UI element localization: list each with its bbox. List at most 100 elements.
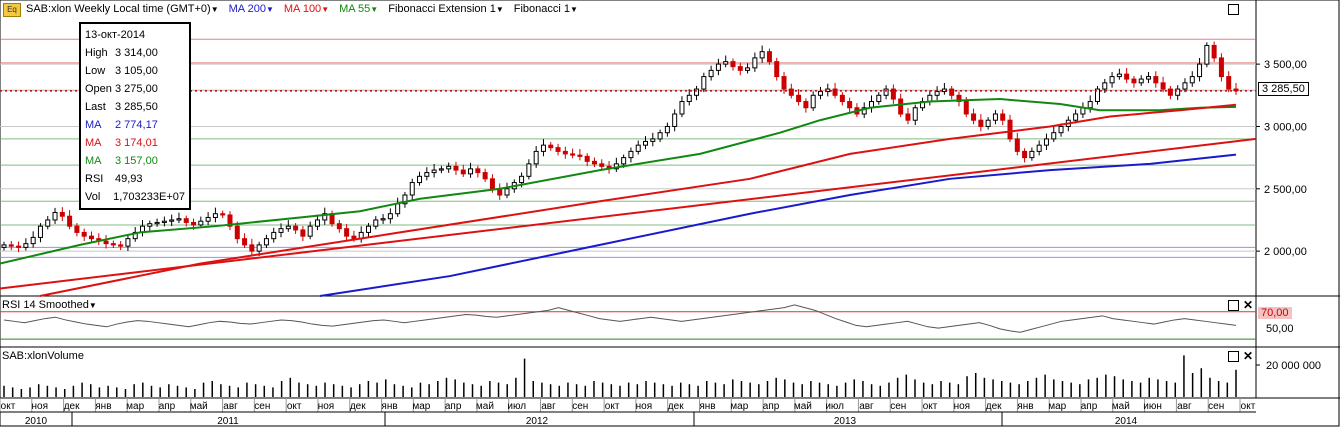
candle-body bbox=[1138, 78, 1144, 84]
candle-body bbox=[278, 228, 284, 233]
chevron-down-icon: ▼ bbox=[495, 5, 504, 14]
tooltip-key: RSI bbox=[85, 173, 104, 185]
tooltip-key: MA bbox=[85, 137, 102, 149]
candle-body bbox=[103, 240, 109, 245]
x-month-label: окт bbox=[1, 401, 16, 412]
candle-body bbox=[453, 165, 459, 171]
candle-body bbox=[956, 94, 962, 103]
candle-body bbox=[1014, 138, 1020, 152]
candle-body bbox=[715, 63, 721, 71]
candle-body bbox=[1000, 113, 1006, 121]
candle-body bbox=[234, 225, 240, 240]
maximize-button[interactable] bbox=[1228, 4, 1239, 15]
x-month-label: окт bbox=[923, 401, 938, 412]
symbol-label[interactable]: SAB:xlon Weekly Local time (GMT+0)▼ bbox=[26, 3, 219, 15]
candle-body bbox=[417, 175, 423, 184]
tooltip-key: MA bbox=[85, 155, 102, 167]
candle-body bbox=[883, 88, 889, 96]
candle-body bbox=[460, 169, 466, 175]
candle-body bbox=[1218, 57, 1224, 78]
x-month-label: авг bbox=[541, 401, 556, 412]
candle-body bbox=[271, 231, 277, 240]
fib-ext-label[interactable]: Fibonacci Extension 1▼ bbox=[388, 3, 504, 15]
x-month-label: авг bbox=[1177, 401, 1192, 412]
candle-body bbox=[1167, 88, 1173, 96]
rsi-level-label: 70,00 bbox=[1258, 307, 1292, 319]
candle-body bbox=[220, 213, 226, 216]
app-icon[interactable]: Eq bbox=[3, 3, 21, 17]
x-month-label: мар bbox=[1048, 401, 1066, 412]
candle-body bbox=[81, 231, 87, 237]
rsi-panel-title[interactable]: RSI 14 Smoothed▼ bbox=[2, 299, 97, 311]
candle-body bbox=[992, 113, 998, 121]
candle-body bbox=[577, 154, 583, 157]
rsi-line bbox=[3, 304, 1237, 333]
candle-body bbox=[1226, 76, 1232, 90]
volume-panel-title[interactable]: SAB:xlonVolume bbox=[2, 350, 84, 362]
candle-body bbox=[679, 101, 685, 115]
candle-body bbox=[876, 94, 882, 103]
rsi-tick-label: 50,00 bbox=[1266, 323, 1294, 335]
tooltip-key: MA bbox=[85, 119, 102, 131]
candle-body bbox=[985, 119, 991, 127]
candle-body bbox=[489, 178, 495, 190]
candle-body bbox=[1087, 101, 1093, 109]
candle-body bbox=[1146, 76, 1152, 80]
candle-body bbox=[1182, 82, 1188, 90]
tooltip-row: MA 3 157,00 bbox=[85, 152, 185, 170]
candle-body bbox=[351, 235, 357, 240]
x-month-label: май bbox=[794, 401, 812, 412]
volume-maximize-button[interactable] bbox=[1228, 351, 1239, 362]
candle-body bbox=[796, 94, 802, 103]
chevron-down-icon: ▼ bbox=[370, 5, 379, 14]
data-tooltip: 13-окт-2014 High 3 314,00 Low 3 105,00 Open 3… bbox=[79, 22, 191, 210]
candle-body bbox=[198, 220, 204, 226]
rsi-close-icon[interactable]: ✕ bbox=[1243, 298, 1254, 312]
candle-body bbox=[482, 172, 488, 180]
candle-body bbox=[730, 61, 736, 68]
ma55-label[interactable]: MA 55▼ bbox=[339, 3, 379, 15]
tooltip-key: High bbox=[85, 47, 108, 59]
rsi-maximize-button[interactable] bbox=[1228, 300, 1239, 311]
candle-body bbox=[1043, 138, 1049, 146]
candle-body bbox=[380, 218, 386, 221]
x-month-label: апр bbox=[159, 401, 176, 412]
candle-body bbox=[1094, 88, 1100, 103]
ma100-label[interactable]: MA 100▼ bbox=[283, 3, 330, 15]
candle-body bbox=[562, 150, 568, 155]
x-month-label: окт bbox=[1241, 401, 1256, 412]
x-month-label: май bbox=[190, 401, 208, 412]
candle-body bbox=[1036, 144, 1042, 152]
candle-body bbox=[205, 216, 211, 222]
candle-body bbox=[949, 88, 955, 96]
tooltip-key: Open bbox=[85, 83, 112, 95]
candle-body bbox=[67, 215, 73, 227]
ma-line bbox=[0, 98, 1237, 265]
y-tick-label: 2 000,00 bbox=[1264, 246, 1307, 258]
candle-body bbox=[1022, 150, 1028, 159]
candle-body bbox=[1153, 76, 1159, 84]
candle-body bbox=[1007, 119, 1013, 140]
candle-body bbox=[161, 220, 167, 223]
tooltip-row: MA 2 774,17 bbox=[85, 116, 185, 134]
candle-body bbox=[759, 51, 765, 59]
volume-close-icon[interactable]: ✕ bbox=[1243, 349, 1254, 363]
fib-label[interactable]: Fibonacci 1▼ bbox=[513, 3, 578, 15]
y-tick-label: 2 500,00 bbox=[1264, 184, 1307, 196]
tooltip-row: Vol 1,703233E+07 bbox=[85, 188, 185, 206]
tooltip-row: MA 3 174,01 bbox=[85, 134, 185, 152]
candle-body bbox=[737, 66, 743, 71]
candle-body bbox=[650, 138, 656, 142]
candle-body bbox=[242, 238, 248, 246]
candle-body bbox=[307, 225, 313, 237]
candle-body bbox=[431, 169, 437, 174]
x-month-label: авг bbox=[859, 401, 874, 412]
candle-body bbox=[285, 225, 291, 230]
candle-body bbox=[504, 188, 510, 196]
candle-body bbox=[1175, 88, 1181, 96]
x-month-label: янв bbox=[1017, 401, 1033, 412]
ma200-label[interactable]: MA 200▼ bbox=[228, 3, 274, 15]
candle-body bbox=[227, 214, 233, 227]
x-month-label: июн bbox=[1143, 401, 1162, 412]
